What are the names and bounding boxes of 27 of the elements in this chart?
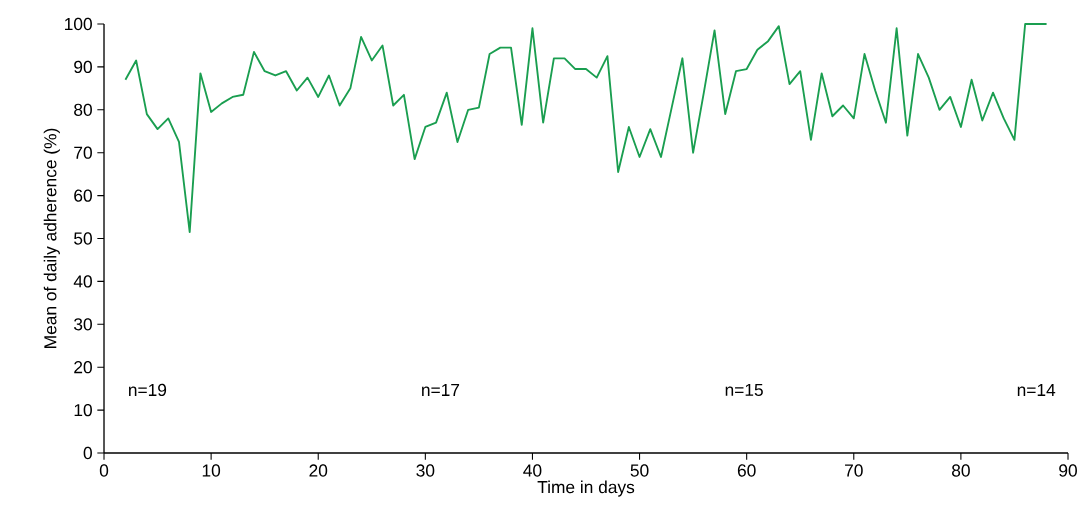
annotation: n=15 xyxy=(725,383,763,396)
x-tick-label: 90 xyxy=(1059,464,1077,477)
x-axis-title: Time in days xyxy=(537,480,635,497)
annotation: n=14 xyxy=(1017,383,1056,396)
y-axis-title: Mean of daily adherence (%) xyxy=(43,128,60,348)
annotation: n=19 xyxy=(129,383,167,397)
x-tick-label: 20 xyxy=(309,464,328,477)
y-tick-label: 10 xyxy=(74,403,92,417)
annotation: n=17 xyxy=(422,383,460,396)
y-tick-label: 70 xyxy=(74,146,92,159)
x-tick-label: 70 xyxy=(845,464,863,477)
x-tick-label: 0 xyxy=(99,464,109,477)
y-tick-label: 90 xyxy=(74,60,92,74)
y-tick-label: 100 xyxy=(65,17,92,31)
x-tick-label: 30 xyxy=(416,464,435,477)
y-tick-label: 60 xyxy=(74,189,92,202)
x-tick-label: 40 xyxy=(523,464,542,477)
x-tick-label: 60 xyxy=(737,464,756,477)
y-tick-label: 50 xyxy=(74,232,92,245)
y-tick-label: 0 xyxy=(83,446,92,460)
x-tick-label: 50 xyxy=(630,464,649,477)
y-tick-label: 40 xyxy=(73,275,92,288)
y-tick-label: 30 xyxy=(74,318,92,331)
y-tick-label: 80 xyxy=(74,103,92,116)
y-tick-label: 20 xyxy=(74,361,92,374)
x-tick-label: 10 xyxy=(202,464,221,477)
x-tick-label: 80 xyxy=(952,464,970,477)
